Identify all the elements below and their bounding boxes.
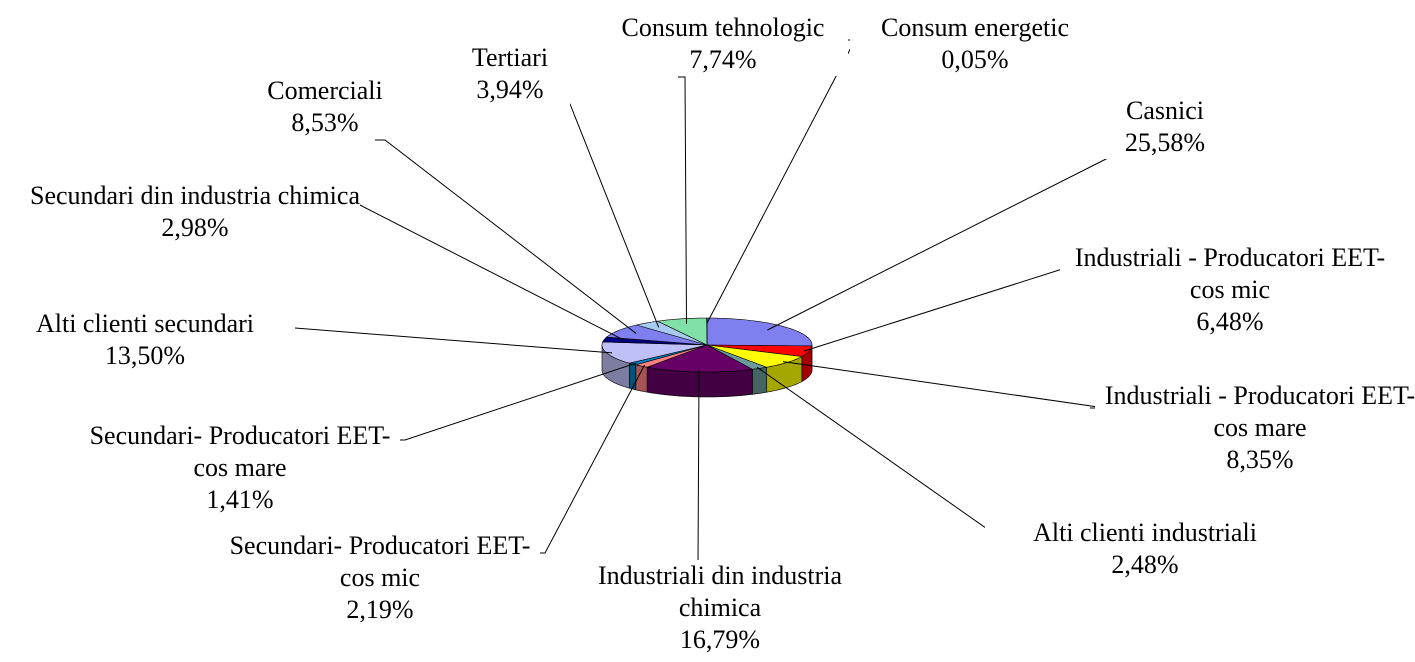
leader-line (782, 361, 1106, 409)
leader-line (345, 204, 625, 342)
category-label: Consum tehnologic (621, 13, 825, 42)
data-label: Industriali - Producatori EET-cos mic 6,4… (1060, 242, 1400, 338)
data-label: Industriali din industria chimica 16,79% (555, 560, 885, 656)
data-label: Secundari- Producatori EET-cos mic 2,19% (220, 530, 540, 626)
value-label: 2,98% (161, 213, 229, 242)
leader-line (280, 327, 613, 354)
slice (656, 317, 708, 346)
category-label: Consum energetic (881, 13, 1069, 42)
value-label: 7,74% (689, 45, 757, 74)
value-label: 25,58% (1124, 128, 1206, 157)
leader-line (706, 39, 856, 324)
slice (601, 341, 708, 364)
value-label: 2,48% (1111, 550, 1179, 579)
value-label: 8,53% (291, 108, 359, 137)
category-label: Industriali - Producatori EET-cos mic (1074, 243, 1386, 304)
data-label: Alti clienti industriali 2,48% (985, 517, 1305, 581)
value-label: 6,48% (1196, 307, 1264, 336)
data-label: Consum tehnologic 7,74% (598, 12, 848, 76)
data-label: Secundari- Producatori EET-cos mare 1,41% (80, 420, 400, 516)
category-label: Industriali - Producatori EET-cos mare (1104, 381, 1415, 442)
slice (706, 317, 813, 347)
value-label: 16,79% (679, 625, 761, 654)
slice-side (752, 366, 767, 395)
leader-line (390, 362, 637, 441)
leader-line (756, 366, 1012, 546)
category-label: Comerciali (267, 76, 383, 105)
data-label: Comerciali 8,53% (235, 75, 415, 139)
data-label: Consum energetic 0,05% (850, 12, 1100, 76)
value-label: 13,50% (104, 341, 186, 370)
value-label: 3,94% (476, 75, 544, 104)
slice (636, 320, 708, 346)
category-label: Casnici (1126, 96, 1204, 125)
slice-side (628, 362, 637, 391)
category-label: Tertiari (471, 43, 549, 72)
value-label: 2,19% (346, 595, 414, 624)
value-label: 8,35% (1226, 445, 1294, 474)
leader-line (697, 370, 700, 564)
data-label: Casnici 25,58% (1065, 95, 1265, 159)
leader-line (803, 264, 1076, 352)
category-label: Industriali din industria chimica (597, 561, 843, 622)
leader-line (767, 156, 1111, 331)
value-label: 1,41% (206, 485, 274, 514)
data-label: Alti clienti secundari 13,50% (0, 308, 295, 372)
category-label: Secundari- Producatori EET-cos mic (229, 531, 531, 592)
leader-line (375, 139, 637, 334)
leader-line (555, 103, 660, 328)
category-label: Secundari din industria chimica (30, 181, 360, 210)
leader-line (678, 76, 688, 325)
value-label: 0,05% (941, 45, 1009, 74)
category-label: Alti clienti secundari (35, 309, 255, 338)
data-label: Tertiari 3,94% (450, 42, 570, 106)
data-label: Secundari din industria chimica 2,98% (30, 180, 360, 244)
category-label: Secundari- Producatori EET-cos mare (89, 421, 391, 482)
category-label: Alti clienti industriali (1033, 518, 1257, 547)
data-label: Industriali - Producatori EET-cos mare 8,… (1095, 380, 1415, 476)
slice (706, 344, 813, 357)
